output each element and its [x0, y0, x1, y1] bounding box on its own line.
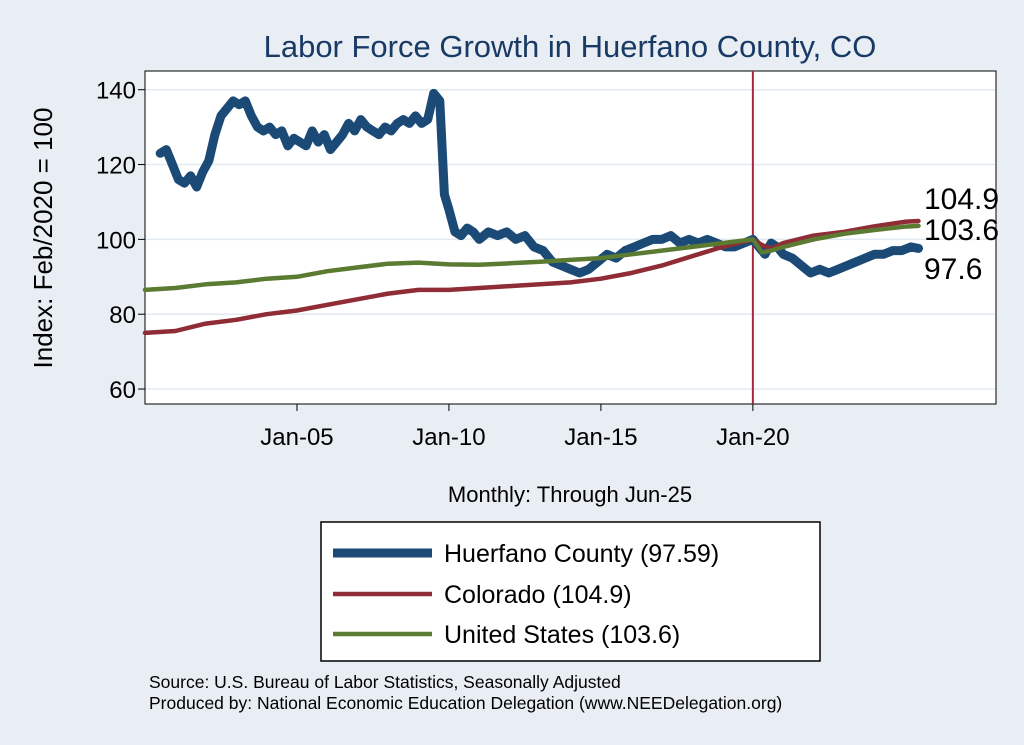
chart-title: Labor Force Growth in Huerfano County, C… — [264, 29, 877, 64]
source-line-1: Source: U.S. Bureau of Labor Statistics,… — [149, 672, 621, 692]
x-tick-label: Jan-05 — [260, 424, 333, 451]
plot-area — [144, 70, 997, 405]
legend-label-2: United States (103.6) — [444, 621, 680, 649]
y-axis-ticks: 60 80 100 120 140 — [96, 78, 145, 404]
series-line-1 — [142, 218, 921, 336]
source-line-2: Produced by: National Economic Education… — [149, 693, 782, 713]
y-tick-label: 100 — [96, 227, 136, 254]
x-axis-label: Monthly: Through Jun-25 — [448, 482, 692, 507]
y-tick-label: 60 — [109, 377, 136, 404]
y-tick-label: 80 — [109, 302, 136, 329]
legend-label-0: Huerfano County (97.59) — [444, 540, 719, 568]
end-label-0: 104.9 — [924, 183, 999, 216]
legend-box — [320, 521, 821, 662]
legend: Huerfano County (97.59) Colorado (104.9) U… — [333, 540, 719, 649]
y-tick-label: 120 — [96, 153, 136, 180]
series-line-0 — [155, 88, 923, 278]
x-tick-label: Jan-15 — [564, 424, 637, 451]
end-label-2: 97.6 — [924, 253, 982, 286]
y-tick-label: 140 — [96, 78, 136, 105]
gridlines — [146, 88, 995, 390]
end-label-1: 103.6 — [924, 214, 999, 247]
series-lines — [142, 88, 923, 336]
x-tick-label: Jan-20 — [716, 424, 789, 451]
series-line-2 — [142, 223, 921, 293]
y-axis-label: Index: Feb/2020 = 100 — [28, 108, 58, 369]
legend-label-1: Colorado (104.9) — [444, 581, 632, 609]
x-tick-label: Jan-10 — [412, 424, 485, 451]
x-axis-ticks: Jan-05 Jan-10 Jan-15 Jan-20 — [260, 404, 790, 451]
